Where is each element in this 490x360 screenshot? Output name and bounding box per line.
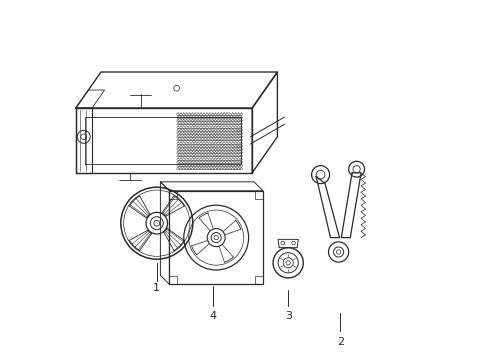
Text: 1: 1	[153, 283, 160, 293]
Bar	[170, 276, 177, 284]
Text: 4: 4	[209, 311, 216, 321]
Bar	[255, 276, 263, 284]
Bar	[255, 191, 263, 199]
Bar	[170, 191, 177, 199]
Text: 2: 2	[337, 337, 344, 347]
Text: 3: 3	[285, 311, 292, 321]
